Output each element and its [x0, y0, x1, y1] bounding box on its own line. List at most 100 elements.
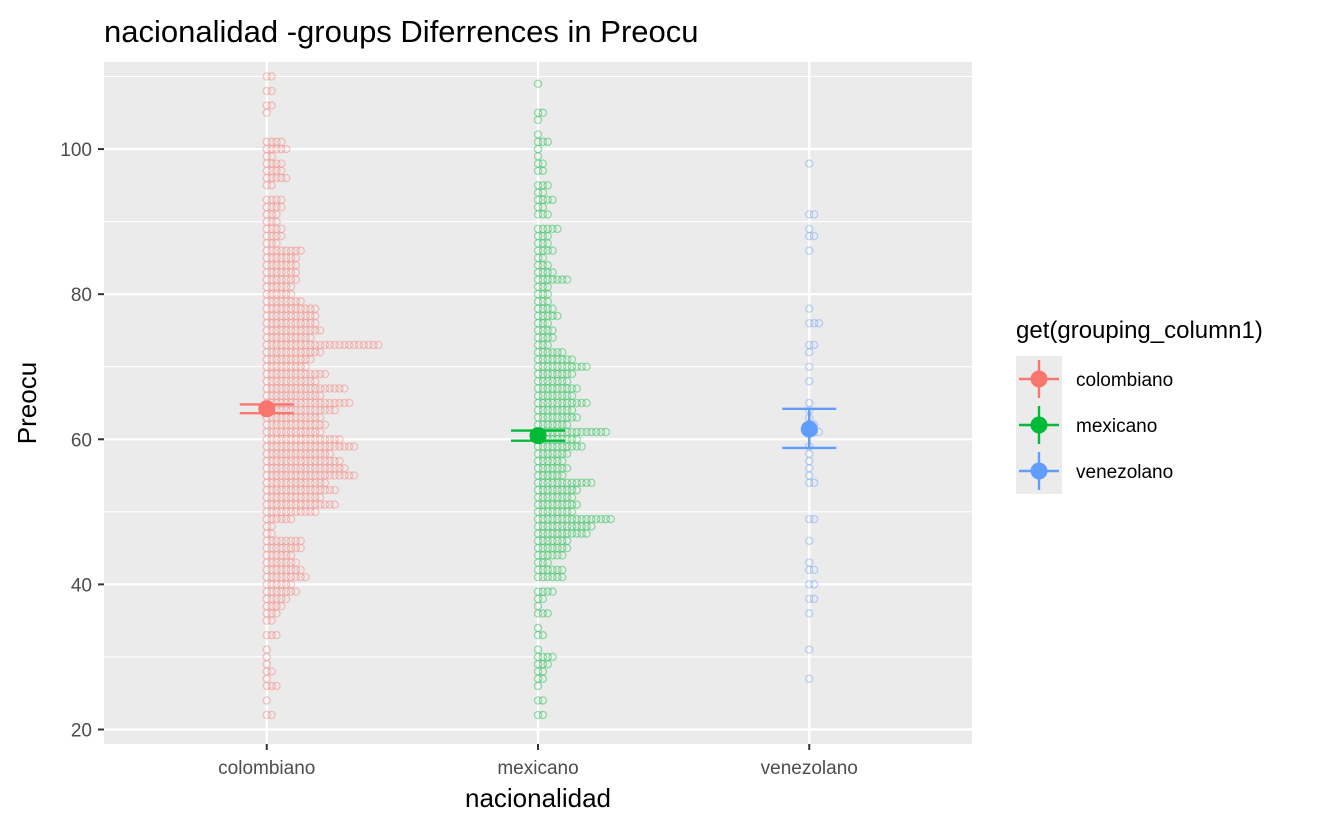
data-dot	[301, 449, 310, 459]
data-dot	[543, 565, 552, 575]
data-dot	[267, 217, 276, 226]
data-dot	[291, 507, 301, 517]
data-dot	[281, 478, 291, 488]
data-dot	[281, 514, 291, 524]
data-dot	[301, 507, 310, 517]
data-dot	[301, 340, 310, 350]
data-dot	[562, 514, 572, 524]
data-dot	[325, 442, 335, 451]
data-dot	[325, 471, 335, 480]
data-dot	[533, 696, 543, 705]
data-dot	[277, 166, 286, 176]
data-dot	[330, 398, 339, 408]
data-dot	[296, 464, 305, 473]
data-dot	[310, 420, 320, 430]
data-dot	[277, 493, 286, 502]
data-dot	[558, 471, 567, 480]
data-dot	[538, 137, 548, 147]
data-dot	[548, 543, 557, 553]
data-dot	[272, 297, 281, 306]
x-tick-label: colombiano	[218, 758, 315, 779]
data-dot	[301, 362, 310, 371]
data-dot	[286, 456, 296, 466]
data-dot	[533, 659, 543, 669]
data-dot	[291, 565, 301, 575]
legend-title: get(grouping_column1)	[1016, 317, 1263, 344]
data-dot	[281, 304, 291, 313]
data-dot	[538, 609, 548, 618]
data-dot	[562, 543, 572, 553]
data-dot	[281, 507, 291, 517]
data-dot	[582, 398, 591, 408]
data-dot	[267, 253, 276, 263]
data-dot	[267, 391, 276, 400]
data-dot	[272, 630, 281, 640]
data-dot	[296, 478, 305, 488]
data-dot	[286, 543, 296, 553]
data-dot	[567, 478, 577, 488]
data-dot	[538, 282, 548, 292]
data-dot	[310, 326, 320, 335]
data-dot	[281, 587, 291, 596]
data-dot	[286, 384, 296, 393]
data-dot	[277, 558, 286, 567]
data-dot	[330, 442, 339, 451]
data-dot	[291, 253, 301, 263]
data-dot	[606, 514, 616, 524]
data-dot	[301, 318, 310, 328]
data-dot	[277, 137, 286, 147]
data-dot	[296, 326, 305, 335]
data-dot	[286, 536, 296, 546]
data-dot	[543, 449, 552, 459]
data-dot	[543, 181, 552, 190]
data-dot	[262, 159, 271, 168]
data-dot	[533, 355, 543, 364]
data-dot	[548, 522, 557, 531]
data-dot	[543, 369, 552, 379]
data-dot	[272, 318, 281, 328]
data-dot	[291, 587, 301, 596]
data-dot	[286, 246, 296, 255]
data-dot	[301, 500, 310, 509]
data-dot	[320, 449, 330, 459]
data-dot	[577, 398, 586, 408]
data-dot	[272, 601, 281, 611]
data-dot	[262, 500, 271, 509]
data-dot	[281, 464, 291, 473]
data-dot	[281, 326, 291, 335]
data-dot	[572, 362, 582, 371]
data-dot	[277, 565, 286, 575]
data-dot	[262, 195, 271, 205]
data-dot	[533, 652, 543, 662]
data-dot	[296, 333, 305, 342]
data-dot	[548, 551, 557, 560]
data-dot	[310, 304, 320, 313]
data-dot	[562, 420, 572, 430]
data-dot	[267, 558, 276, 567]
data-dot	[291, 543, 301, 553]
data-dot	[543, 282, 552, 292]
data-dot	[291, 304, 301, 313]
data-dot	[543, 543, 552, 553]
data-dot	[548, 456, 557, 466]
data-dot	[267, 101, 276, 110]
data-dot	[306, 369, 315, 379]
data-dot	[301, 304, 310, 313]
data-dot	[567, 369, 577, 379]
data-dot	[567, 391, 577, 400]
data-dot	[558, 369, 567, 379]
data-dot	[277, 318, 286, 328]
data-dot	[533, 239, 543, 248]
data-dot	[262, 420, 271, 430]
data-dot	[553, 507, 562, 517]
data-dot	[533, 449, 543, 459]
data-dot	[538, 558, 548, 567]
data-dot	[572, 478, 582, 488]
data-dot	[272, 369, 281, 379]
data-dot	[562, 406, 572, 415]
data-dot	[548, 369, 557, 379]
data-dot	[562, 442, 572, 451]
y-tick-label: 100	[60, 140, 92, 161]
data-dot	[543, 239, 552, 248]
data-dot	[533, 507, 543, 517]
